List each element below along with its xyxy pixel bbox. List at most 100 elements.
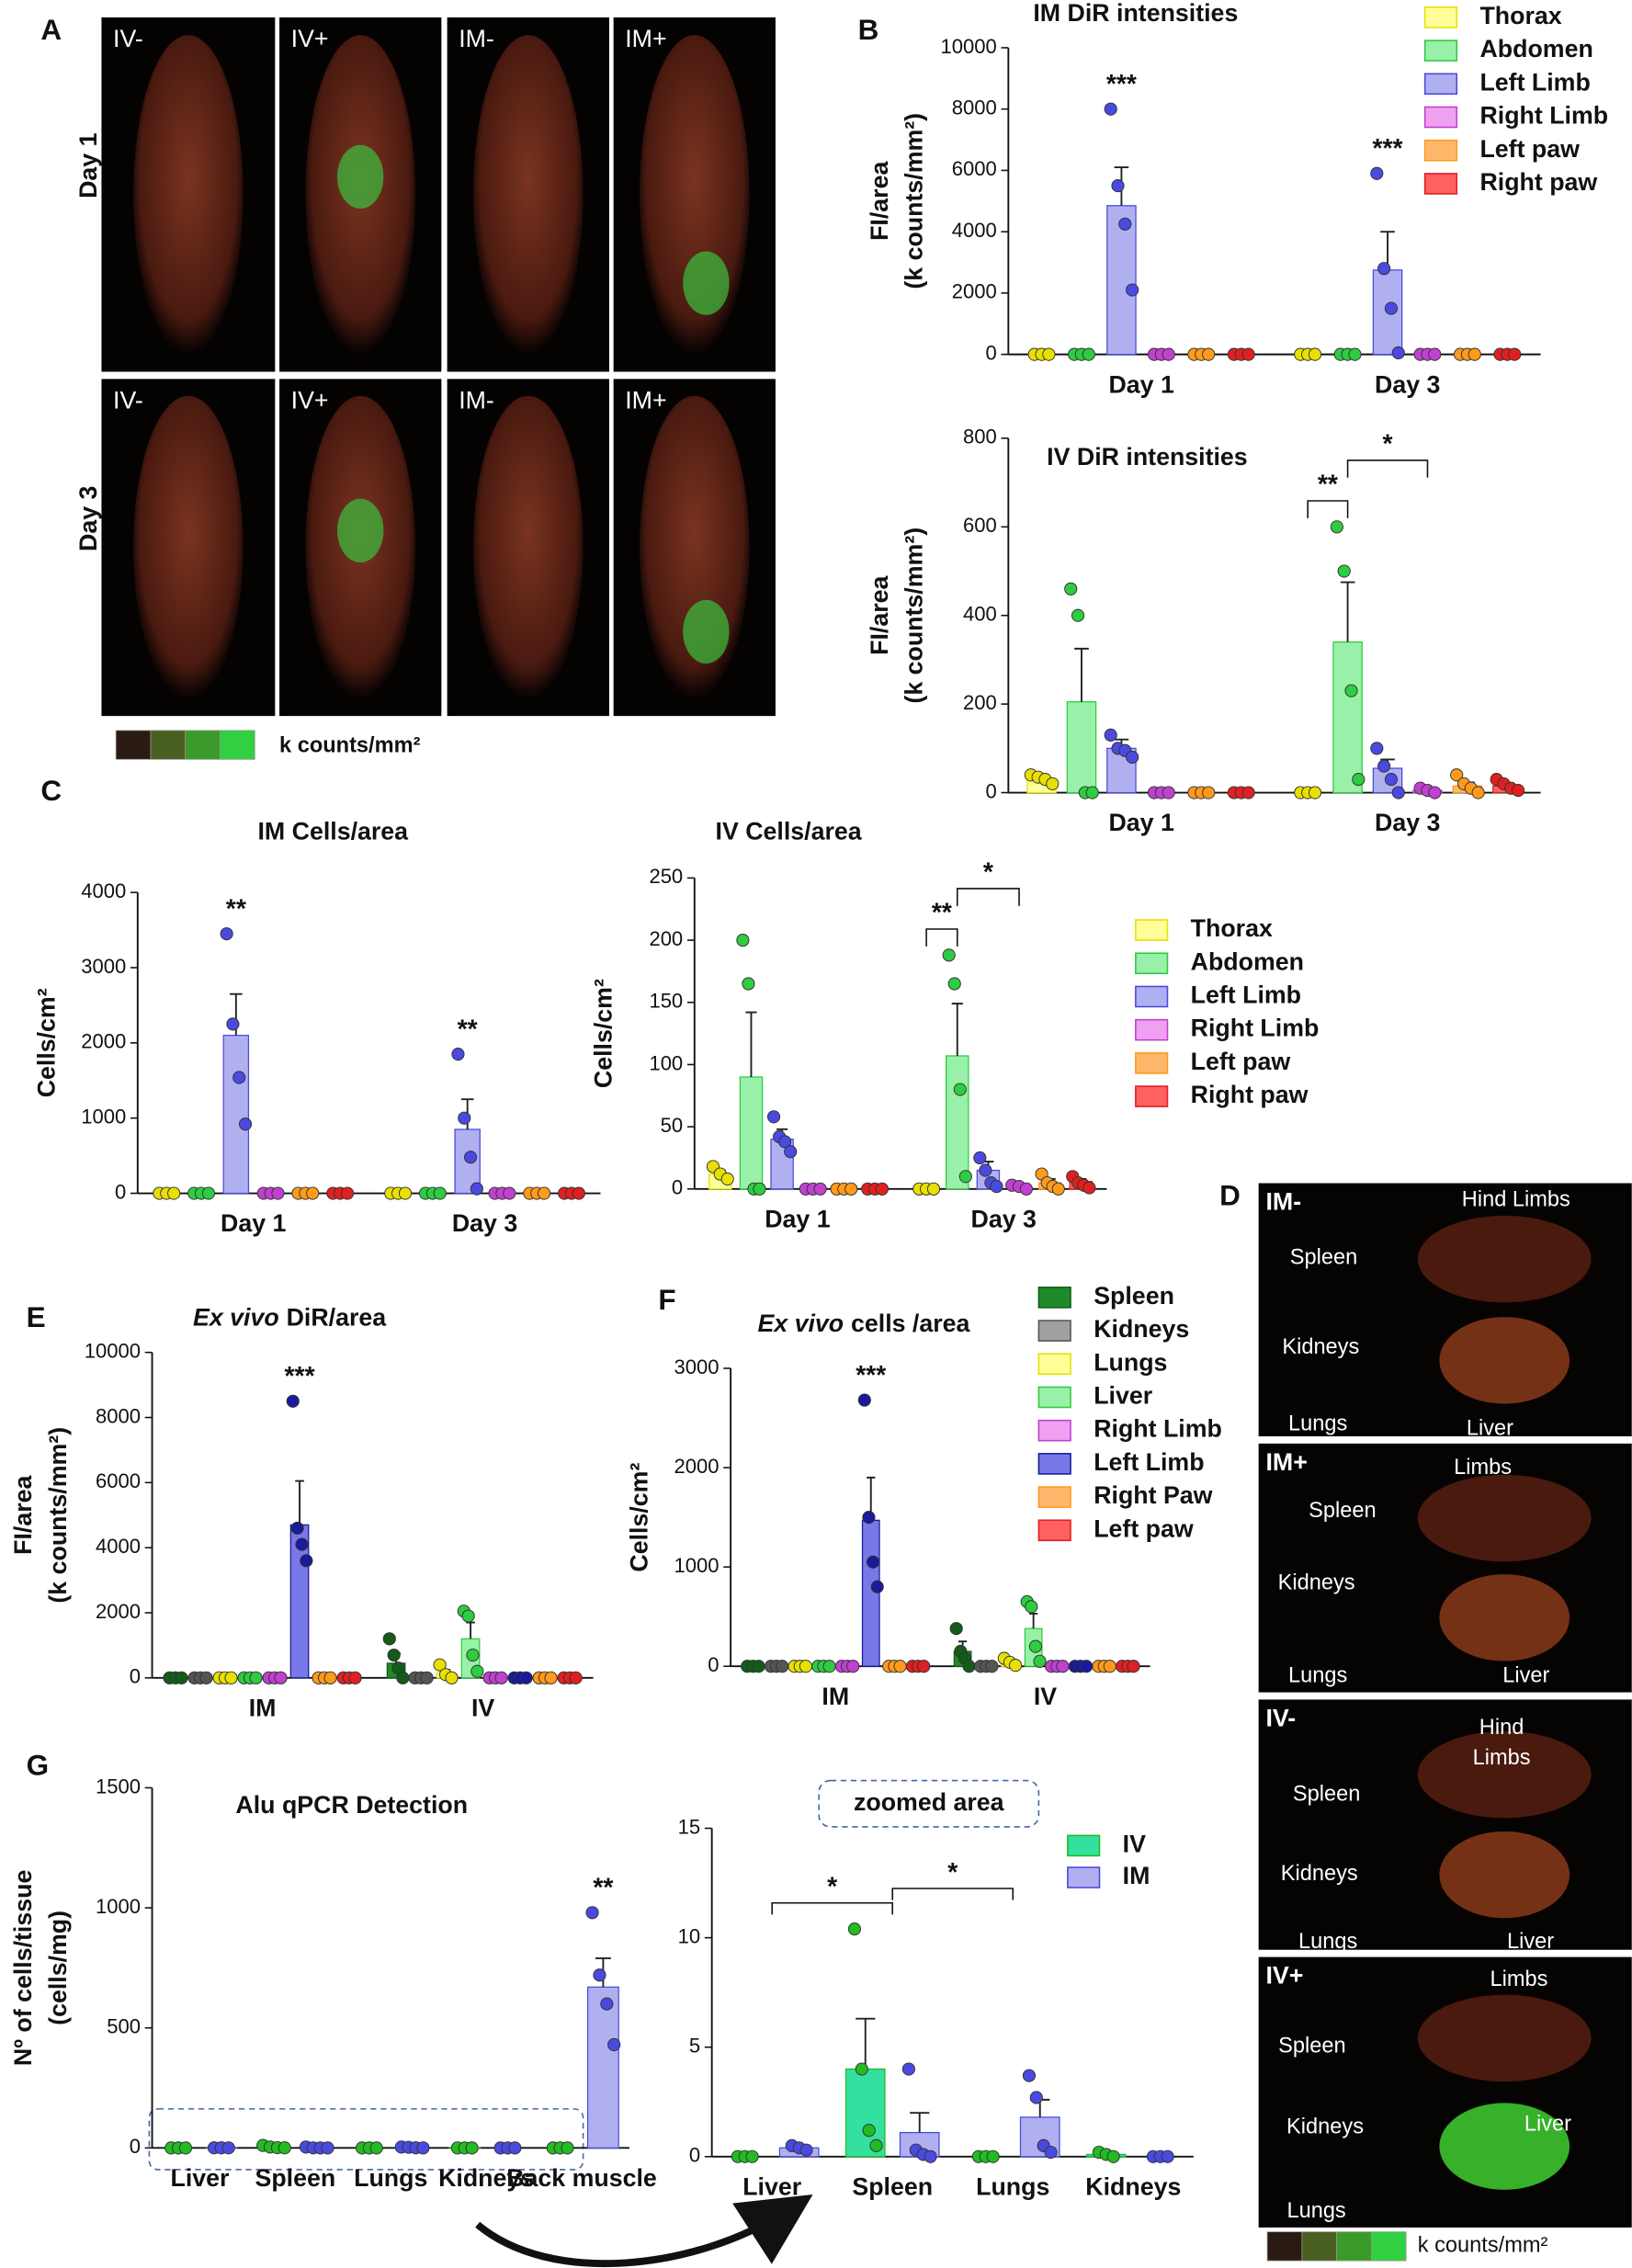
data-point [220,927,233,941]
data-point [847,1922,862,1936]
annotation: ** [593,1874,613,1903]
tile-title: IV- [1266,1705,1297,1732]
data-point [178,2141,193,2155]
annotation: *** [1372,134,1402,164]
data-point [416,2141,430,2155]
data-point [1103,1660,1116,1673]
panel-letter: B [858,14,879,46]
legend-swatch [1135,1085,1169,1107]
y-tick-label: 8000 [952,96,997,119]
data-point [199,1671,213,1684]
tile-label: Lungs [1286,2199,1345,2223]
data-point [875,1182,889,1196]
tile-label: IM+ [625,387,666,414]
data-point [226,1017,240,1031]
data-point [1082,1181,1096,1195]
y-tick-label: 800 [963,425,997,448]
y-tick-label: 1000 [674,1554,720,1577]
y-tick-label: 0 [672,1176,683,1199]
bar [1106,747,1137,794]
data-point [398,1186,413,1200]
panel-letter: D [1219,1180,1241,1212]
colorbar-label: k counts/mm² [1418,2234,1548,2258]
tile-label: Spleen [1309,1499,1376,1523]
legend-label: Right Limb [1479,102,1608,130]
legend-swatch [1037,1320,1071,1342]
data-point [1512,784,1525,798]
bracket [1307,500,1349,518]
tile-title: IM+ [1266,1448,1308,1476]
annotation: * [1383,430,1393,459]
data-point [1033,1654,1047,1668]
data-point [433,1658,447,1672]
data-point [1370,166,1384,180]
data-point [538,1186,551,1200]
data-point [1308,786,1322,799]
title-part: DiR/area [287,1304,388,1332]
limbs [1417,1215,1592,1303]
annotation: *** [856,1361,886,1390]
y-axis-label: Cells/cm² [626,1463,653,1572]
legend-label: Left Limb [1479,68,1590,96]
data-point [286,1394,300,1408]
tile-label: Liver [1502,1663,1549,1687]
title-part: cells /area [851,1310,971,1337]
tile-label: Spleen [1278,2034,1345,2058]
colorbar [1336,2231,1372,2262]
bracket [1346,459,1429,478]
chart-title: Ex vivo DiR/area [193,1304,387,1332]
data-point [870,1580,884,1593]
data-point [926,1182,941,1196]
data-point [572,1186,585,1200]
data-point [290,1521,304,1535]
data-point [1450,768,1464,782]
legend-label: Left paw [1094,1514,1194,1542]
data-point [1064,582,1078,595]
zoom-arrow [475,2194,813,2268]
tile-label: IM+ [625,25,666,52]
tile-label: Lungs [1298,1930,1357,1954]
organ [1439,2103,1570,2190]
title-part: Ex vivo [757,1310,844,1337]
bar [1106,205,1137,356]
chart-title: Alu qPCR Detection [235,1791,468,1819]
data-point [752,1660,765,1673]
data-point [175,1671,188,1684]
y-tick-label: 2000 [81,1030,126,1053]
data-point [300,1554,313,1568]
data-point [249,1671,263,1684]
data-point [470,1664,484,1678]
bracket [771,1901,894,1915]
bar [222,1035,250,1195]
colorbar-label: k counts/mm² [279,733,421,757]
data-point [901,2062,915,2076]
y-tick-label: 15 [678,1815,701,1838]
y-tick-label: 6000 [952,157,997,180]
x-tick-label: Day 1 [765,1206,831,1233]
data-point [1202,347,1216,361]
data-point [585,1906,599,1920]
y-tick-label: 2000 [674,1455,720,1478]
data-point [1104,102,1117,116]
legend-swatch [1135,1052,1169,1074]
legend-swatch [1067,1866,1101,1888]
data-point [1028,1639,1043,1653]
data-point [167,1186,181,1200]
data-point [949,1622,963,1636]
y-tick-label: 5 [689,2035,700,2058]
legend-swatch [1037,1419,1071,1442]
bracket [925,928,958,947]
tile-label: Kidneys [1281,1862,1358,1886]
data-point [1352,772,1366,787]
y-tick-label: 0 [689,2144,700,2167]
legend-label: IM [1123,1862,1150,1889]
data-point [799,1660,812,1673]
data-point [766,1110,781,1124]
data-point [1009,1659,1023,1673]
data-point [1042,347,1056,361]
limbs [1417,1474,1592,1562]
tile-label: Spleen [1293,1783,1360,1807]
x-tick-label: Kidneys [438,2164,534,2192]
colorbar [1371,2231,1407,2262]
